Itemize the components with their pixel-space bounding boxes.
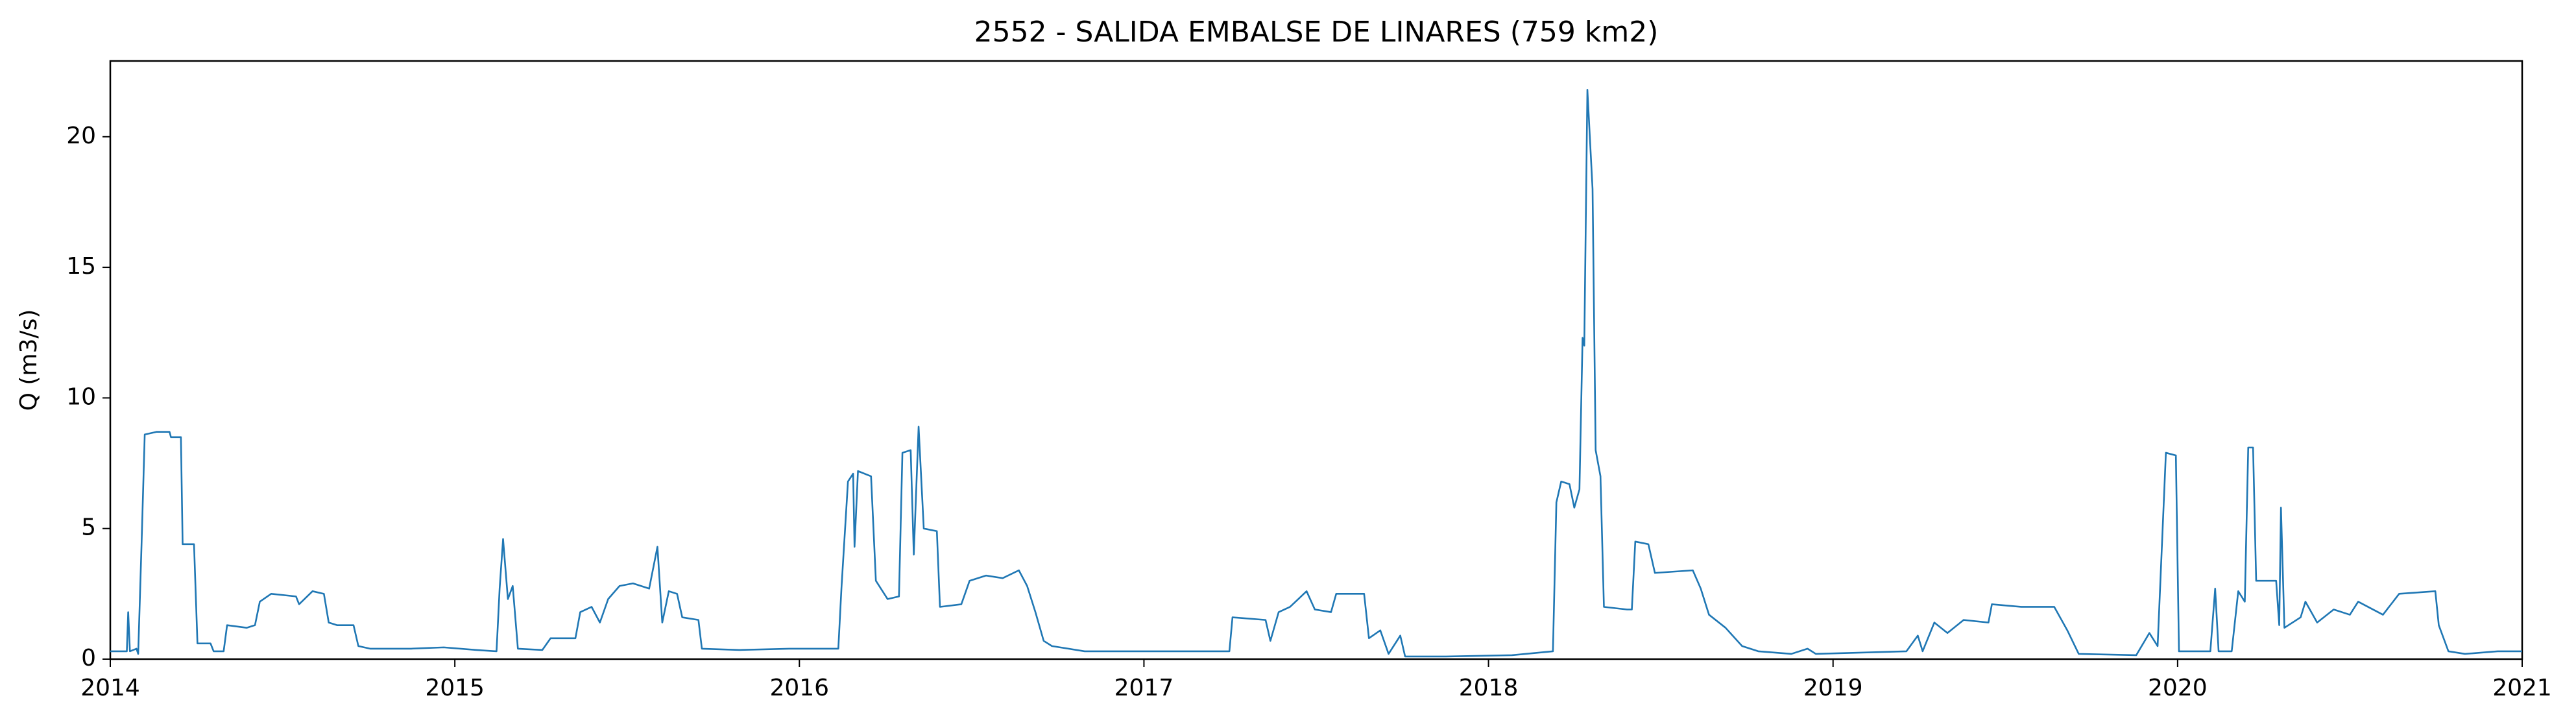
x-tick-label: 2017 xyxy=(1114,675,1174,701)
x-tick-label: 2021 xyxy=(2492,675,2552,701)
y-tick-label: 20 xyxy=(66,123,96,149)
y-axis-label: Q (m3/s) xyxy=(16,309,42,411)
plot-frame xyxy=(109,60,2523,660)
flow-line xyxy=(110,88,2522,658)
x-tick-label: 2016 xyxy=(769,675,829,701)
y-tick-label: 10 xyxy=(66,383,96,410)
chart-title: 2552 - SALIDA EMBALSE DE LINARES (759 km… xyxy=(974,16,1659,49)
y-tick-label: 15 xyxy=(66,253,96,280)
x-tick-label: 2014 xyxy=(80,675,140,701)
x-tick-label: 2018 xyxy=(1459,675,1519,701)
x-tick-label: 2019 xyxy=(1803,675,1863,701)
y-tick-label: 5 xyxy=(81,514,96,541)
x-tick-label: 2020 xyxy=(2148,675,2208,701)
y-tick-label: 0 xyxy=(81,645,96,671)
x-tick-label: 2015 xyxy=(425,675,485,701)
